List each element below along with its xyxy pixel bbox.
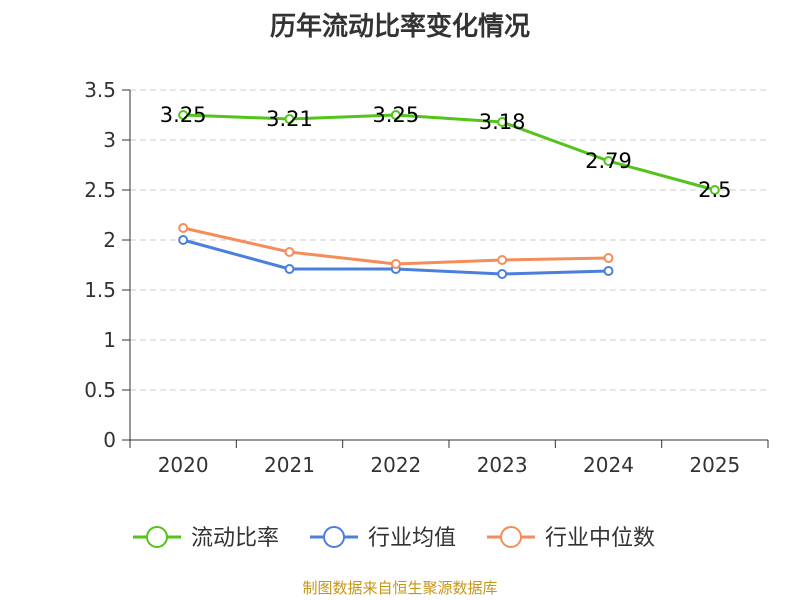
y-tick-label: 3.5: [84, 78, 116, 102]
legend-label: 行业均值: [368, 526, 456, 551]
legend-swatch-marker: [323, 526, 345, 548]
x-tick-label: 2024: [583, 453, 634, 477]
data-point: [178, 110, 189, 120]
chart-title: 历年流动比率变化情况: [269, 12, 530, 42]
data-label: 3.18: [479, 110, 526, 134]
series-line-0: [183, 113, 716, 192]
data-label: 3.21: [266, 107, 313, 131]
legend-label: 流动比率: [191, 526, 279, 551]
data-label: 3.25: [160, 103, 207, 127]
data-point: [603, 253, 614, 263]
x-tick-label: 2023: [477, 453, 528, 477]
data-label: 2.5: [698, 178, 731, 202]
x-tick-label: 2025: [689, 453, 740, 477]
y-tick-label: 3: [103, 128, 116, 152]
y-tick-label: 0: [103, 428, 116, 452]
x-tick-label: 2022: [370, 453, 421, 477]
legend-label: 行业中位数: [545, 526, 655, 551]
axes: 0 0.5 1 1.5 2 2.5 3 3.5 2020 2021 2022 2023 2024 2025: [84, 78, 769, 477]
y-tick-label: 1: [103, 328, 116, 352]
x-tick-label: 2020: [158, 453, 209, 477]
data-point: [284, 114, 295, 124]
data-point: [178, 235, 189, 245]
x-tick-label: 2021: [264, 453, 315, 477]
data-point: [284, 247, 295, 257]
legend-swatch-marker: [146, 526, 168, 548]
y-tick-label: 1.5: [84, 278, 116, 302]
grid-lines: [130, 89, 768, 391]
data-point: [603, 156, 614, 166]
data-point: [390, 110, 401, 120]
source-note: 制图数据来自恒生聚源数据库: [302, 579, 498, 597]
data-point: [390, 259, 401, 269]
data-point: [178, 223, 189, 233]
y-tick-label: 2: [103, 228, 116, 252]
legend-swatch-marker: [500, 526, 522, 548]
data-point: [497, 117, 508, 127]
data-point: [497, 255, 508, 265]
legend: 流动比率 行业均值 行业中位数: [133, 526, 655, 551]
y-tick-label: 2.5: [84, 178, 116, 202]
data-labels: 3.25 3.21 3.25 3.18 2.79 2.5: [160, 103, 732, 202]
series-lines: [178, 110, 720, 279]
data-point: [603, 266, 614, 276]
data-point: [497, 269, 508, 279]
data-point: [284, 264, 295, 274]
y-tick-label: 0.5: [84, 378, 116, 402]
data-point: [709, 185, 720, 195]
data-label: 2.79: [585, 149, 632, 173]
data-label: 3.25: [372, 103, 419, 127]
